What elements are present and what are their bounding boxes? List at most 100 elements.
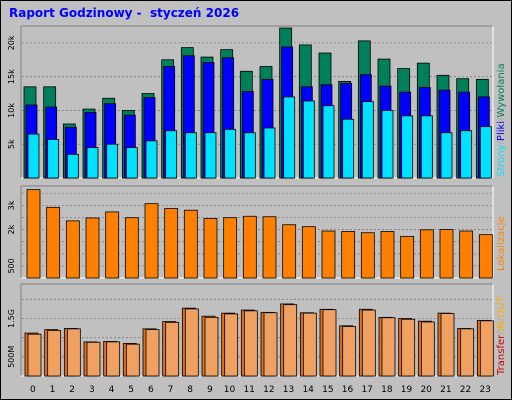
visits-bar [341,231,356,279]
transfer-out-bar [479,320,494,377]
requests-ytick-label: 10k [7,103,16,118]
visits-bar [419,229,434,279]
hour-label: 10 [224,385,236,395]
hour-label: 9 [207,385,213,395]
transfer-ytick-label: 1.5G [7,309,16,328]
visits-bar [380,231,395,279]
hour-label: 14 [302,385,314,395]
pages-bar [440,132,453,179]
pages-bar [460,130,473,179]
visits-axis-label-part: Lokalizacje [496,216,507,271]
transfer-out-bar [27,333,42,377]
visits-bar [85,217,100,279]
visits-bar [144,203,159,279]
visits-bar [262,216,277,279]
requests-axis-label-part: Strony [496,144,507,177]
visits-ytick-label: 3k [7,200,16,210]
transfer-out-bar [440,313,455,377]
transfer-out-bar [302,312,317,377]
pages-bar [145,140,158,179]
transfer-out-bar [322,309,337,377]
visits-bar [400,235,415,279]
transfer-out-bar [224,313,239,377]
pages-bar [342,118,355,179]
visits-bar [242,215,257,279]
transfer-out-bar [47,329,62,377]
visits-panel-bg [21,186,493,278]
hour-label: 0 [30,385,36,395]
transfer-out-bar [106,341,121,377]
transfer-axis-label-part: IN [496,321,507,331]
hour-label: 7 [168,385,174,395]
requests-ytick-label: 5k [7,139,16,149]
pages-bar [479,126,492,179]
pages-bar [66,153,79,179]
visits-bar [321,230,336,279]
pages-bar [224,128,237,179]
hour-label: 19 [401,385,413,395]
pages-bar [27,133,40,179]
transfer-out-bar [125,343,140,377]
hour-label: 16 [342,385,354,395]
transfer-out-bar [283,304,298,377]
requests-axis-label-part: Wywołania [496,63,507,117]
transfer-out-bar [204,316,219,377]
transfer-out-bar [420,321,435,377]
visits-ytick-label: 2k [7,224,16,234]
hour-label: 4 [109,385,115,395]
hour-label: 22 [460,385,471,395]
transfer-out-bar [460,328,475,377]
hour-label: 6 [148,385,154,395]
visits-bar [478,234,493,279]
pages-bar [420,115,433,179]
visits-bar [459,230,474,279]
transfer-axis-label-part: OUT [496,295,507,317]
requests-axis-label-part: / [496,140,507,144]
hour-label: 2 [69,385,75,395]
hour-label: 20 [420,385,432,395]
transfer-out-bar [66,328,81,377]
hour-label: 23 [479,385,490,395]
pages-bar [86,147,99,179]
transfer-out-bar [342,326,357,377]
visits-bar [439,229,454,279]
requests-ytick-label: 15k [7,69,16,84]
pages-bar [165,130,178,179]
hour-label: 8 [187,385,193,395]
hour-label: 21 [440,385,451,395]
transfer-out-bar [263,312,278,377]
hour-label: 11 [243,385,254,395]
requests-panel-bg [21,26,493,178]
transfer-out-bar [184,308,199,377]
hour-label: 18 [381,385,393,395]
visits-axis-label: Lokalizacje [496,216,507,271]
visits-bar [183,209,198,279]
pages-bar [204,132,217,179]
hour-label: 17 [361,385,372,395]
pages-bar [106,143,119,179]
pages-bar [361,101,374,179]
pages-bar [243,132,256,179]
pages-bar [47,139,60,179]
pages-bar [322,105,335,179]
transfer-ytick-label: 500M [7,346,16,368]
pages-bar [302,100,315,179]
chart-title: Raport Godzinowy - styczeń 2026 [9,6,240,20]
visits-ytick-label: 500 [7,258,16,273]
requests-ytick-label: 20k [7,35,16,50]
visits-bar [105,211,120,279]
hour-label: 15 [322,385,333,395]
visits-bar [26,189,41,279]
transfer-out-bar [381,317,396,377]
pages-bar [184,132,197,179]
transfer-out-bar [401,318,416,377]
transfer-out-bar [165,321,180,377]
hour-label: 5 [128,385,134,395]
requests-axis-label-part: / [496,117,507,121]
pages-bar [381,110,394,179]
hour-label: 3 [89,385,95,395]
transfer-axis-label-part: Transfer [496,334,507,376]
visits-bar [203,218,218,279]
transfer-out-bar [243,310,258,377]
